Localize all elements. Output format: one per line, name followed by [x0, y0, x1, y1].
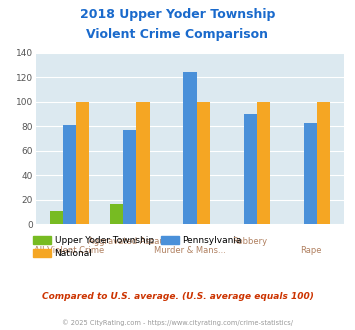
Bar — [183, 72, 197, 224]
Text: Murder & Mans...: Murder & Mans... — [154, 247, 226, 255]
Bar — [197, 102, 210, 224]
Text: Violent Crime Comparison: Violent Crime Comparison — [87, 28, 268, 41]
Bar — [257, 102, 270, 224]
Text: © 2025 CityRating.com - https://www.cityrating.com/crime-statistics/: © 2025 CityRating.com - https://www.city… — [62, 319, 293, 326]
Text: All Violent Crime: All Violent Crime — [34, 247, 104, 255]
Legend: Upper Yoder Township, National, Pennsylvania: Upper Yoder Township, National, Pennsylv… — [33, 236, 242, 258]
Bar — [50, 211, 63, 224]
Text: Robbery: Robbery — [233, 237, 268, 246]
Bar — [244, 114, 257, 224]
Bar — [304, 123, 317, 224]
Bar — [136, 102, 149, 224]
Bar — [110, 204, 123, 224]
Bar — [76, 102, 89, 224]
Text: Aggravated Assault: Aggravated Assault — [88, 237, 171, 246]
Bar — [123, 130, 136, 224]
Text: Rape: Rape — [300, 247, 321, 255]
Text: 2018 Upper Yoder Township: 2018 Upper Yoder Township — [80, 8, 275, 21]
Text: Compared to U.S. average. (U.S. average equals 100): Compared to U.S. average. (U.S. average … — [42, 292, 313, 301]
Bar — [63, 125, 76, 224]
Bar — [317, 102, 330, 224]
